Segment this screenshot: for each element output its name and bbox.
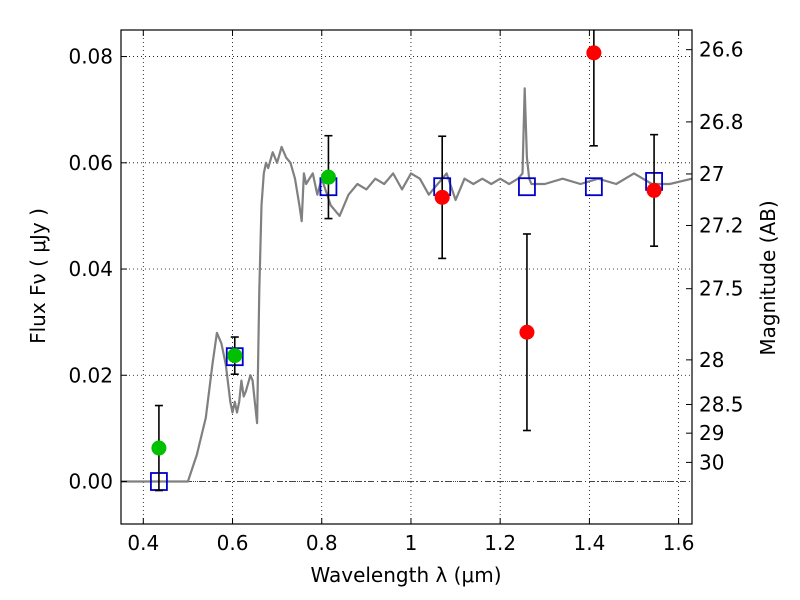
green-data-point — [320, 169, 336, 185]
model-photometry-square — [518, 177, 536, 197]
y-tick-label: 0.00 — [68, 470, 113, 494]
plot-frame — [120, 29, 693, 525]
y-tick-label: 0.08 — [68, 45, 113, 69]
x-tick-label: 0.6 — [217, 531, 249, 555]
x-tick-label: 1.6 — [663, 531, 695, 555]
green-data-point — [227, 348, 243, 364]
right-tick-label: 28.5 — [699, 392, 744, 416]
tick-layer: 0.4 0.6 0.8 1 1.2 1.4 1.6 0.00 0.02 0.04 0.06 0.08 2… — [68, 30, 744, 555]
right-tick-label: 27.5 — [699, 277, 744, 301]
y-tick-label: 0.06 — [68, 151, 113, 175]
x-axis-label: Wavelength λ (μm) — [310, 563, 501, 587]
red-data-point — [434, 189, 450, 205]
y-tick-label: 0.04 — [68, 257, 113, 281]
y-axis-label: Flux Fν ( μJy ) — [26, 208, 50, 344]
sed-line-layer — [121, 87, 693, 483]
green-data-point — [151, 440, 167, 456]
right-tick-label: 27.2 — [699, 213, 744, 237]
grid — [121, 30, 692, 524]
red-data-point — [586, 45, 602, 61]
x-tick-label: 0.4 — [127, 531, 159, 555]
red-data-point — [519, 324, 535, 340]
y-axis-right-label: Magnitude (AB) — [756, 200, 780, 355]
right-tick-label: 26.8 — [699, 110, 744, 134]
x-tick-label: 1.2 — [484, 531, 516, 555]
x-tick-label: 1 — [405, 531, 418, 555]
right-tick-label: 27 — [699, 162, 724, 186]
x-tick-label: 1.4 — [573, 531, 605, 555]
right-tick-label: 28 — [699, 348, 724, 372]
x-tick-label: 0.8 — [306, 531, 338, 555]
right-tick-label: 26.6 — [699, 38, 744, 62]
marker-layer — [150, 30, 663, 492]
red-data-point — [646, 182, 662, 198]
model-photometry-square — [584, 177, 603, 197]
right-tick-label: 30 — [699, 450, 724, 474]
sed-model-line — [121, 87, 693, 483]
y-tick-label: 0.02 — [68, 363, 113, 387]
right-tick-label: 29 — [699, 421, 724, 445]
